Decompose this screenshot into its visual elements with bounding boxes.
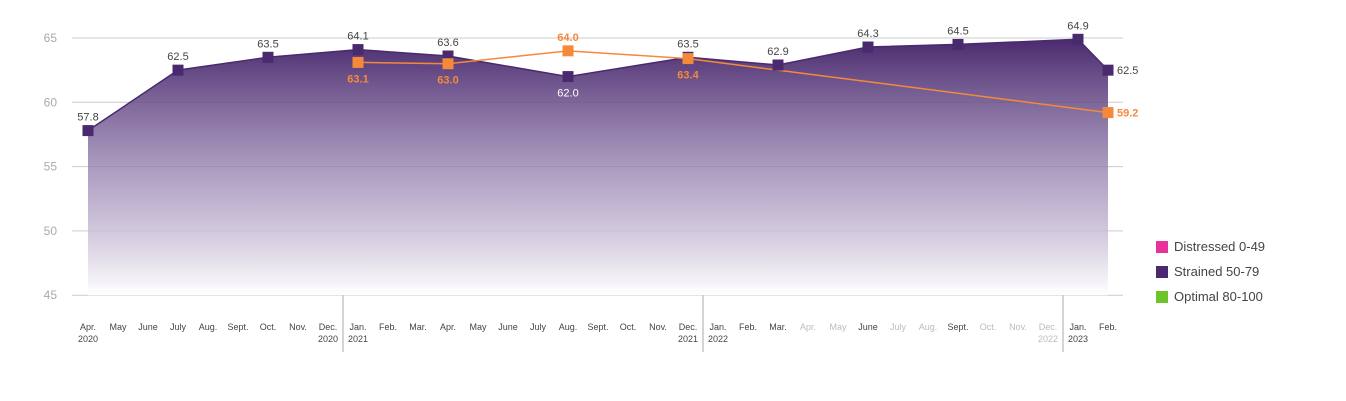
orange-marker-0: [352, 56, 364, 68]
x-tick-month-22: Feb.: [739, 322, 757, 332]
strained-marker-7: [772, 59, 784, 71]
x-tick-year-33: 2023: [1068, 334, 1088, 344]
legend-swatch-strained: [1156, 265, 1168, 278]
strained-label-7: 62.9: [767, 46, 788, 58]
x-tick-month-4: Aug.: [199, 322, 218, 332]
strained-area: [88, 39, 1108, 296]
strained-label-4: 63.6: [437, 37, 458, 49]
x-tick-month-29: Sept.: [947, 322, 968, 332]
x-tick-month-3: July: [170, 322, 187, 332]
x-tick-year-20: 2021: [678, 334, 698, 344]
x-tick-month-0: Apr.: [80, 322, 96, 332]
x-tick-month-19: Nov.: [649, 322, 667, 332]
legend-item-strained: Strained 50-79: [1156, 259, 1265, 284]
x-tick-month-26: June: [858, 322, 878, 332]
strained-marker-3: [352, 44, 364, 56]
y-tick-45: 45: [44, 288, 58, 302]
strained-marker-8: [862, 41, 874, 53]
y-tick-50: 50: [44, 224, 58, 238]
strained-label-8: 64.3: [857, 28, 878, 40]
x-tick-month-1: May: [109, 322, 127, 332]
x-tick-month-5: Sept.: [227, 322, 248, 332]
x-tick-year-21: 2022: [708, 334, 728, 344]
x-tick-month-32: Dec.: [1039, 322, 1058, 332]
orange-marker-2: [562, 45, 574, 57]
orange-label-4: 59.2: [1117, 108, 1138, 120]
legend-label-strained: Strained 50-79: [1174, 264, 1260, 279]
x-tick-month-8: Dec.: [319, 322, 338, 332]
orange-label-1: 63.0: [437, 75, 458, 87]
y-tick-60: 60: [44, 95, 58, 109]
y-tick-65: 65: [44, 31, 58, 45]
strained-label-2: 63.5: [257, 38, 278, 50]
strained-label-5: 62.0: [557, 88, 578, 100]
strained-label-1: 62.5: [167, 51, 188, 63]
orange-label-2: 64.0: [557, 32, 578, 44]
x-tick-month-23: Mar.: [769, 322, 787, 332]
legend-label-optimal: Optimal 80-100: [1174, 289, 1263, 304]
x-tick-year-8: 2020: [318, 334, 338, 344]
strained-marker-1: [172, 64, 184, 76]
x-tick-month-18: Oct.: [620, 322, 637, 332]
strained-label-6: 63.5: [677, 38, 698, 50]
orange-label-3: 63.4: [677, 70, 699, 82]
strained-label-9: 64.5: [947, 25, 968, 37]
legend-swatch-optimal: [1156, 290, 1168, 303]
strained-label-0: 57.8: [77, 112, 98, 124]
x-tick-month-16: Aug.: [559, 322, 578, 332]
x-tick-month-30: Oct.: [980, 322, 997, 332]
x-tick-month-34: Feb.: [1099, 322, 1117, 332]
x-tick-month-14: June: [498, 322, 518, 332]
x-tick-month-24: Apr.: [800, 322, 816, 332]
strained-marker-11: [1102, 64, 1114, 76]
legend-item-distressed: Distressed 0-49: [1156, 234, 1265, 259]
strained-marker-10: [1072, 33, 1084, 45]
x-tick-month-13: May: [469, 322, 487, 332]
strained-line: [87, 38, 1109, 132]
x-tick-month-2: June: [138, 322, 158, 332]
x-tick-month-33: Jan.: [1069, 322, 1086, 332]
x-tick-month-27: July: [890, 322, 907, 332]
strained-marker-0: [82, 125, 94, 137]
strained-label-3: 64.1: [347, 31, 368, 43]
orange-marker-3: [682, 53, 694, 65]
x-tick-month-20: Dec.: [679, 322, 698, 332]
x-tick-month-25: May: [829, 322, 847, 332]
legend-label-distressed: Distressed 0-49: [1174, 239, 1266, 254]
x-tick-year-9: 2021: [348, 334, 368, 344]
x-tick-month-10: Feb.: [379, 322, 397, 332]
x-tick-year-0: 2020: [78, 334, 98, 344]
strained-label-11: 62.5: [1117, 65, 1138, 77]
strained-label-10: 64.9: [1067, 20, 1088, 32]
legend-item-optimal: Optimal 80-100: [1156, 284, 1265, 309]
x-tick-month-6: Oct.: [260, 322, 277, 332]
strained-marker-4: [442, 50, 454, 62]
x-tick-month-9: Jan.: [349, 322, 366, 332]
x-tick-month-11: Mar.: [409, 322, 427, 332]
strained-marker-2: [262, 51, 274, 63]
orange-marker-4: [1102, 107, 1114, 119]
x-tick-month-28: Aug.: [919, 322, 938, 332]
strained-marker-9: [952, 38, 964, 50]
orange-marker-1: [442, 58, 454, 70]
x-tick-month-7: Nov.: [289, 322, 307, 332]
x-tick-month-15: July: [530, 322, 547, 332]
legend: Distressed 0-49 Strained 50-79 Optimal 8…: [1156, 234, 1265, 309]
legend-swatch-distressed: [1156, 240, 1168, 253]
orange-label-0: 63.1: [347, 73, 368, 85]
x-tick-month-12: Apr.: [440, 322, 456, 332]
x-tick-month-17: Sept.: [587, 322, 608, 332]
x-tick-month-21: Jan.: [709, 322, 726, 332]
strained-marker-5: [562, 71, 574, 83]
x-tick-month-31: Nov.: [1009, 322, 1027, 332]
x-tick-year-32: 2022: [1038, 334, 1058, 344]
y-tick-55: 55: [44, 160, 58, 174]
